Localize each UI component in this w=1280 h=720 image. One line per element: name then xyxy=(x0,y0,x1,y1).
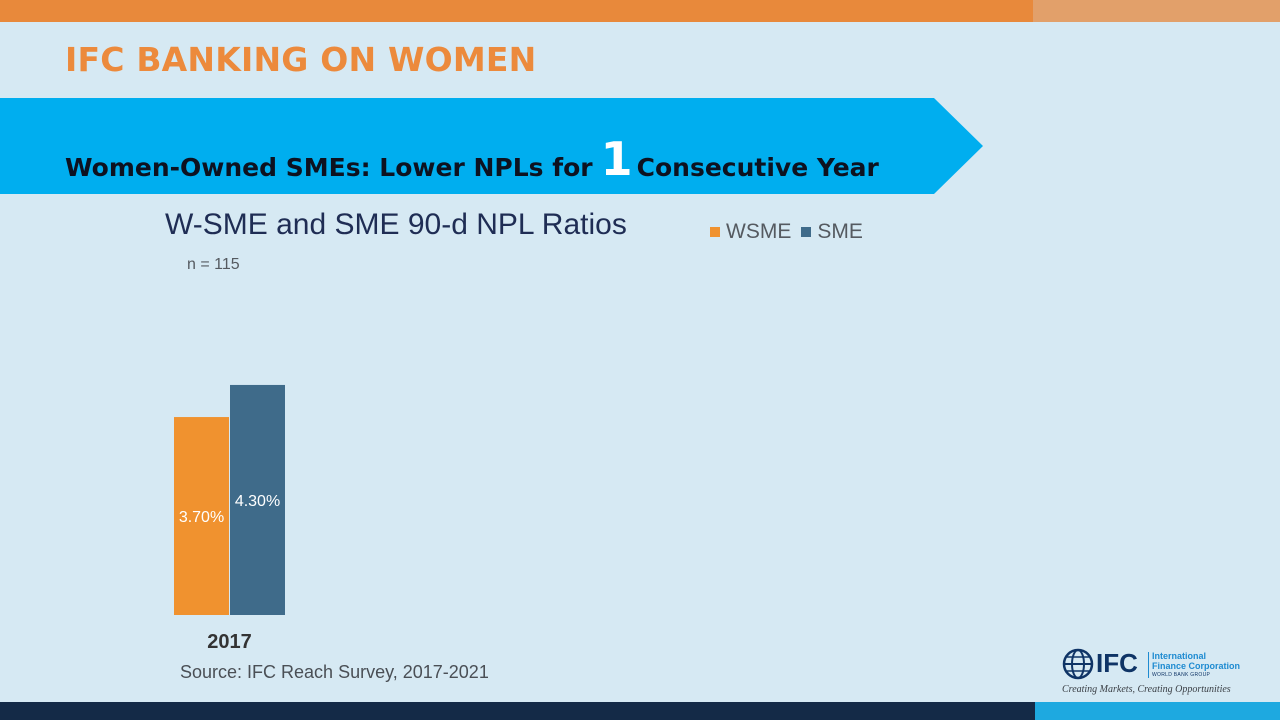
legend-swatch-wsme xyxy=(710,227,720,237)
data-label-wsme-2017: 3.70% xyxy=(179,509,224,526)
chart-title: W-SME and SME 90-d NPL Ratios xyxy=(165,208,627,241)
source-note: Source: IFC Reach Survey, 2017-2021 xyxy=(180,662,489,682)
top-bar-orange xyxy=(0,0,1033,22)
legend-swatch-sme xyxy=(801,227,812,237)
logo-tagline: Creating Markets, Creating Opportunities xyxy=(1062,684,1231,695)
headline-banner xyxy=(0,98,984,194)
top-bar-light-orange xyxy=(1033,0,1280,22)
logo-abbr: IFC xyxy=(1096,648,1138,678)
bottom-bar xyxy=(0,702,1280,720)
chart-legend: WSME SME xyxy=(710,220,873,244)
logo-group: WORLD BANK GROUP xyxy=(1152,672,1211,678)
data-label-sme-2017: 4.30% xyxy=(235,493,280,510)
banner-arrow-shape xyxy=(0,98,983,194)
ifc-logo: IFC International Finance Corporation WO… xyxy=(1060,646,1250,698)
legend-item-wsme: WSME xyxy=(710,220,791,244)
legend-item-sme: SME xyxy=(801,220,863,244)
top-accent-bar xyxy=(0,0,1280,22)
logo-divider xyxy=(1148,652,1149,678)
bottom-bar-blue xyxy=(1035,702,1280,720)
bar-chart: 3.70% 4.30% 2017 xyxy=(174,384,285,653)
banner-prefix: Women-Owned SMEs: Lower NPLs for xyxy=(65,153,593,182)
bar-sme-2017 xyxy=(230,384,285,615)
x-tick-label-2017: 2017 xyxy=(207,631,252,653)
banner-suffix: Consecutive Year xyxy=(636,153,879,182)
banner-number: 1 xyxy=(600,132,633,186)
page-title: IFC BANKING ON WOMEN xyxy=(65,40,537,79)
logo-line1: International xyxy=(1152,651,1207,661)
sample-size-note: n = 115 xyxy=(187,256,240,273)
banner-text: Women-Owned SMEs: Lower NPLs for 1 Conse… xyxy=(65,132,879,182)
legend-label-wsme: WSME xyxy=(726,220,792,243)
logo-line2: Finance Corporation xyxy=(1152,661,1241,671)
globe-icon xyxy=(1062,648,1094,680)
legend-label-sme: SME xyxy=(817,220,863,243)
bar-wsme-2017 xyxy=(174,417,229,615)
logo-corp-name: International Finance Corporation xyxy=(1152,651,1240,671)
bottom-bar-navy xyxy=(0,702,1035,720)
